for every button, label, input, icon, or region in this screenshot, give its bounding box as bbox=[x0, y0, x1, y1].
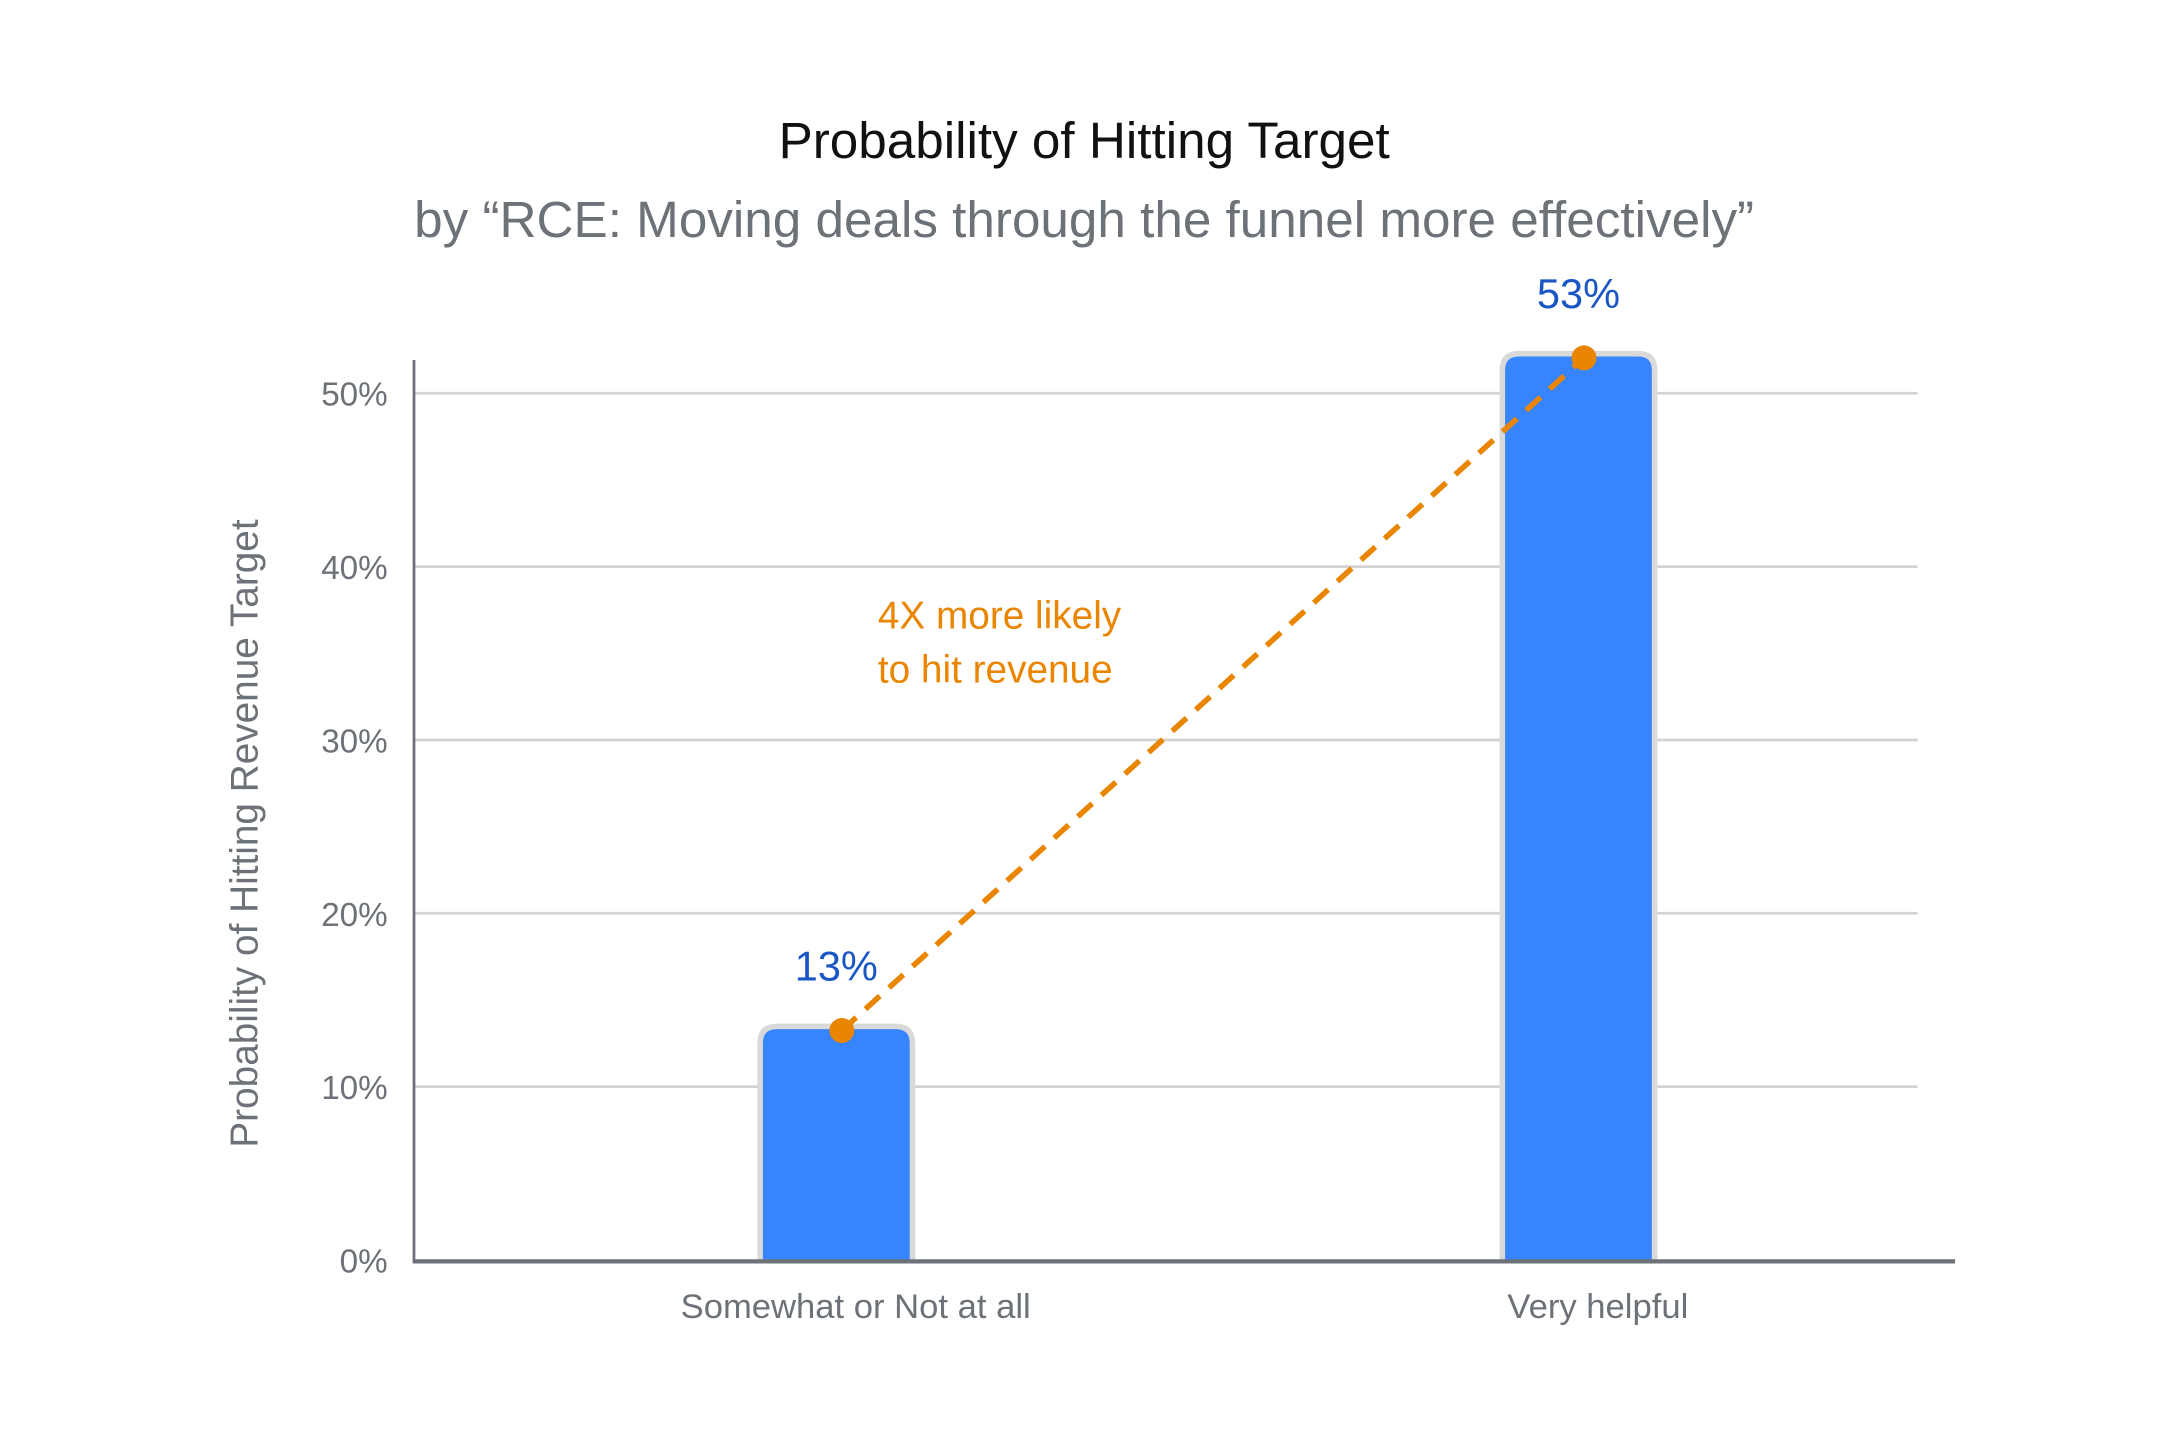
y-tick-label: 0% bbox=[340, 1243, 388, 1280]
annotation-text: 4X more likely bbox=[878, 595, 1122, 638]
y-tick-label: 10% bbox=[321, 1070, 388, 1107]
connector-dot bbox=[829, 1018, 855, 1043]
chart-title: Probability of Hitting Target bbox=[779, 112, 1390, 169]
chart-subtitle: by “RCE: Moving deals through the funnel… bbox=[414, 191, 1754, 248]
x-tick-label: Very helpful bbox=[1507, 1288, 1688, 1326]
y-axis-label: Probability of Hitting Revenue Target bbox=[224, 519, 267, 1147]
data-label: 13% bbox=[795, 943, 878, 990]
y-tick-label: 30% bbox=[321, 723, 388, 760]
bar bbox=[1505, 356, 1652, 1260]
y-tick-label: 50% bbox=[321, 377, 388, 414]
annotation-text: to hit revenue bbox=[878, 649, 1113, 692]
y-tick-label: 40% bbox=[321, 550, 388, 587]
y-tick-label: 20% bbox=[321, 897, 388, 934]
x-tick-label: Somewhat or Not at all bbox=[681, 1288, 1031, 1326]
connector-dot bbox=[1571, 345, 1597, 371]
connector-line bbox=[839, 355, 1586, 1033]
data-label: 53% bbox=[1537, 270, 1620, 317]
bar bbox=[762, 1029, 910, 1260]
